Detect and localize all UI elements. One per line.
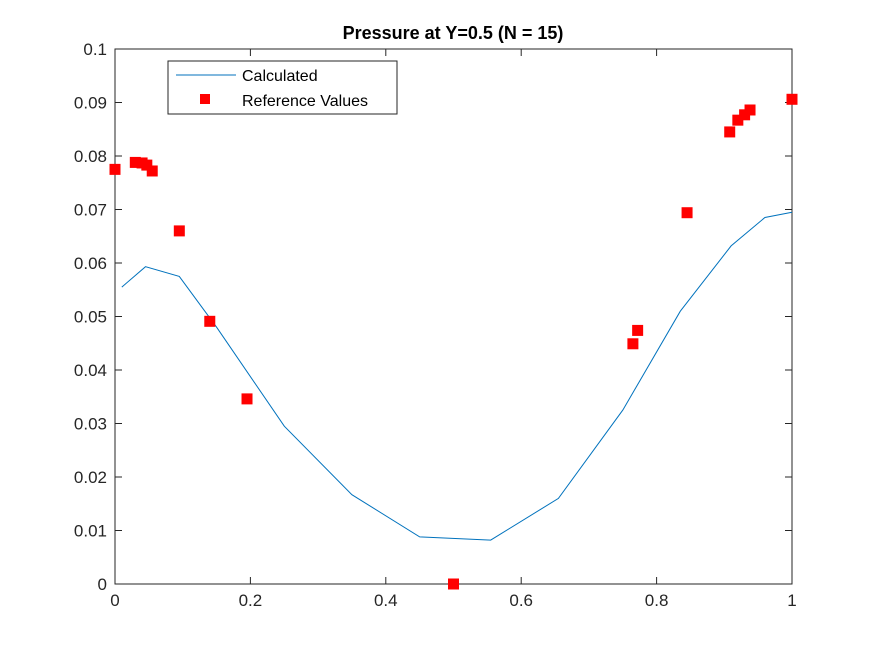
y-tick-label: 0 <box>98 575 107 594</box>
reference-point <box>141 159 153 171</box>
reference-point <box>724 126 736 138</box>
reference-point <box>129 156 141 168</box>
plot-area <box>114 48 793 585</box>
legend-label-reference: Reference Values <box>242 93 368 110</box>
reference-point <box>241 393 253 405</box>
y-tick-label: 0.06 <box>74 254 107 273</box>
reference-point <box>732 114 744 126</box>
x-tick-label: 0.8 <box>645 591 669 610</box>
reference-point <box>448 578 459 590</box>
reference-point <box>173 225 185 237</box>
reference-point <box>109 163 121 175</box>
y-tick-label: 0.1 <box>83 40 107 59</box>
x-tick-label: 0.4 <box>374 591 398 610</box>
y-tick-label: 0.07 <box>74 201 107 220</box>
reference-point <box>744 104 756 116</box>
series-layer <box>109 93 798 590</box>
reference-point <box>627 338 639 350</box>
x-tick-label: 0.2 <box>239 591 263 610</box>
reference-point <box>204 315 216 327</box>
legend-marker-sample <box>200 94 210 104</box>
x-tick-label: 1 <box>787 591 796 610</box>
y-tick-label: 0.04 <box>74 361 107 380</box>
y-tick-label: 0.02 <box>74 468 107 487</box>
x-tick-label: 0 <box>110 591 119 610</box>
legend: Calculated Reference Values <box>167 60 398 115</box>
reference-point <box>786 93 798 105</box>
reference-point <box>146 165 158 177</box>
x-axis: 0 0.2 0.4 0.6 0.8 1 <box>110 49 797 610</box>
y-tick-label: 0.09 <box>74 94 107 113</box>
chart-title: Pressure at Y=0.5 (N = 15) <box>343 23 564 43</box>
reference-point <box>632 324 644 336</box>
y-tick-label: 0.03 <box>74 415 107 434</box>
legend-label-calculated: Calculated <box>242 68 318 85</box>
y-tick-label: 0.05 <box>74 308 107 327</box>
series-line-calculated <box>121 211 793 541</box>
x-tick-label: 0.6 <box>509 591 533 610</box>
y-axis: 0 0.01 0.02 0.03 0.04 0.05 0.06 0.07 0.08 0.09 0.1 <box>74 40 792 594</box>
y-tick-label: 0.01 <box>74 522 107 541</box>
legend-box <box>167 60 398 115</box>
reference-point <box>681 207 693 219</box>
y-tick-label: 0.08 <box>74 147 107 166</box>
